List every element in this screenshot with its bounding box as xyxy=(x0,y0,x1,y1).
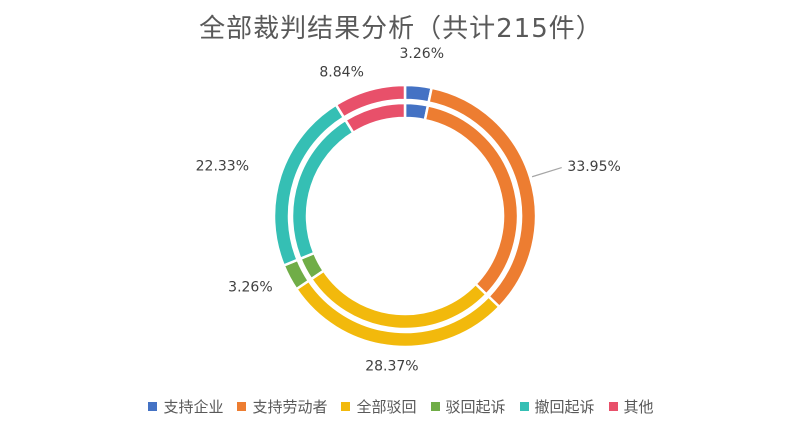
legend-label: 支持劳动者 xyxy=(252,398,328,416)
slice-inner-5 xyxy=(343,101,407,135)
legend-item-0: 支持企业 xyxy=(148,396,223,417)
data-label-3: 3.26% xyxy=(228,280,272,296)
data-label-1: 33.95% xyxy=(567,159,620,175)
legend-swatch xyxy=(519,402,529,411)
legend-item-1: 支持劳动者 xyxy=(237,396,327,417)
legend-item-4: 撤回起诉 xyxy=(519,396,595,417)
slice-outer-5 xyxy=(334,83,407,120)
legend-item-2: 全部驳回 xyxy=(341,396,417,417)
legend-label: 驳回起诉 xyxy=(445,398,506,416)
legend-label: 支持企业 xyxy=(163,398,224,416)
data-label-2: 28.37% xyxy=(365,358,418,374)
legend-swatch xyxy=(148,402,158,411)
leader-line-1 xyxy=(531,167,562,178)
legend-swatch xyxy=(237,402,247,411)
legend-label: 全部驳回 xyxy=(356,398,417,416)
legend-item-5: 其他 xyxy=(608,396,654,417)
legend-item-3: 驳回起诉 xyxy=(430,396,506,417)
legend-swatch xyxy=(430,402,440,411)
slice-outer-0 xyxy=(403,83,434,104)
chart-title: 全部裁判结果分析（共计215件） xyxy=(199,14,603,44)
data-label-5: 8.84% xyxy=(319,65,363,81)
legend-label: 其他 xyxy=(623,398,654,416)
data-label-0: 3.26% xyxy=(400,46,444,62)
legend-swatch xyxy=(341,402,351,411)
legend-label: 撤回起诉 xyxy=(534,398,595,416)
data-label-4: 22.33% xyxy=(196,158,249,174)
legend: 支持企业 支持劳动者 全部驳回 驳回起诉 撤回起诉 其他 xyxy=(0,396,802,417)
legend-swatch xyxy=(608,402,618,411)
